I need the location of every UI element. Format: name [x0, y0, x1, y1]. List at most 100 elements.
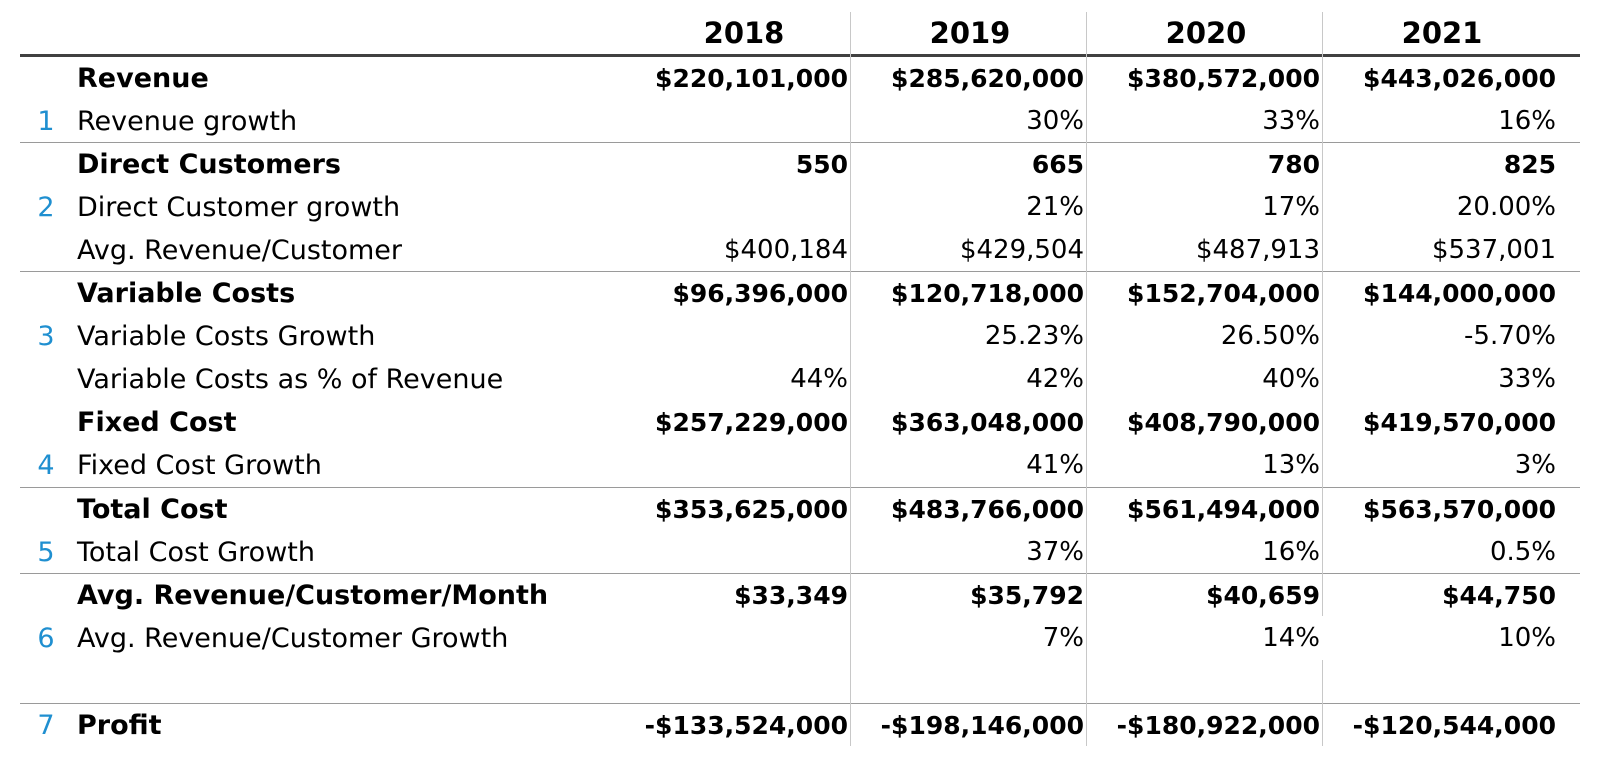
- table-row: Fixed Cost $257,229,000 $363,048,000 $408,7…: [0, 401, 1600, 444]
- table-row: 6 Avg. Revenue/Customer Growth 7% 14% 10%: [0, 617, 1600, 660]
- row-label: Avg. Revenue/Customer/Month: [77, 580, 549, 611]
- table-row: Avg. Revenue/Customer/Month $33,349 $35,79…: [0, 574, 1600, 617]
- table-row: Direct Customers 550 665 780 825: [0, 143, 1600, 186]
- row-label: Direct Customers: [77, 149, 342, 180]
- row-number: 6: [37, 623, 55, 654]
- value-cell-2020: $40,659: [1206, 581, 1320, 610]
- value-cell-2020: 33%: [1262, 106, 1320, 136]
- table-row: 3 Variable Costs Growth 25.23% 26.50% -5.70%: [0, 315, 1600, 358]
- row-divider: [20, 573, 1580, 574]
- value-cell-2020: $380,572,000: [1127, 64, 1320, 93]
- row-label: Direct Customer growth: [77, 192, 401, 223]
- value-cell-2018: 550: [795, 150, 848, 179]
- row-label: Variable Costs Growth: [77, 321, 376, 352]
- value-cell-2020: 40%: [1262, 364, 1320, 394]
- table-row: Variable Costs as % of Revenue 44% 42% 40% 3…: [0, 358, 1600, 401]
- value-cell-2018: $96,396,000: [672, 279, 848, 308]
- value-cell-2021: 33%: [1498, 364, 1556, 394]
- value-cell-2018: $257,229,000: [655, 408, 848, 437]
- row-label: Fixed Cost: [77, 407, 237, 438]
- year-header-2019: 2019: [929, 16, 1011, 50]
- row-divider: [20, 271, 1580, 272]
- value-cell-2021: 10%: [1498, 623, 1556, 653]
- row-divider: [20, 703, 1580, 704]
- value-cell-2021: 16%: [1498, 106, 1556, 136]
- row-label: Avg. Revenue/Customer: [77, 235, 403, 266]
- row-label: Avg. Revenue/Customer Growth: [77, 623, 509, 654]
- value-cell-2019: $35,792: [970, 581, 1084, 610]
- column-divider: [1322, 12, 1323, 616]
- row-label: Revenue growth: [77, 106, 298, 137]
- header-divider: [20, 54, 1580, 57]
- value-cell-2019: 665: [1031, 150, 1084, 179]
- value-cell-2021: $44,750: [1442, 581, 1556, 610]
- value-cell-2019: $120,718,000: [891, 279, 1084, 308]
- value-cell-2018: 44%: [790, 364, 848, 394]
- table-row: Revenue $220,101,000 $285,620,000 $380,572,…: [0, 57, 1600, 100]
- value-cell-2018: $353,625,000: [655, 495, 848, 524]
- value-cell-2021: 20.00%: [1456, 192, 1556, 222]
- value-cell-2021: $443,026,000: [1363, 64, 1556, 93]
- row-label: Total Cost: [77, 494, 228, 525]
- value-cell-2019: $285,620,000: [891, 64, 1084, 93]
- value-cell-2021: $144,000,000: [1363, 279, 1556, 308]
- row-label: Variable Costs as % of Revenue: [77, 364, 504, 395]
- table-row: 2 Direct Customer growth 21% 17% 20.00%: [0, 186, 1600, 229]
- row-label: Fixed Cost Growth: [77, 450, 322, 481]
- value-cell-2021: $419,570,000: [1363, 408, 1556, 437]
- row-label: Variable Costs: [77, 278, 296, 309]
- value-cell-2019: 25.23%: [984, 321, 1084, 351]
- value-cell-2020: 780: [1267, 150, 1320, 179]
- table-row: 4 Fixed Cost Growth 41% 13% 3%: [0, 444, 1600, 487]
- row-number: 1: [37, 106, 55, 137]
- value-cell-2021: 825: [1503, 150, 1556, 179]
- value-cell-2019: 7%: [1042, 623, 1084, 653]
- year-header-2021: 2021: [1401, 16, 1483, 50]
- row-number: 2: [37, 192, 55, 223]
- table-row: Total Cost $353,625,000 $483,766,000 $561,4…: [0, 488, 1600, 531]
- value-cell-2021: 0.5%: [1489, 537, 1556, 567]
- row-number: 5: [37, 537, 55, 568]
- column-divider: [1322, 660, 1323, 746]
- value-cell-2019: 21%: [1026, 192, 1084, 222]
- value-cell-2021: -$120,544,000: [1352, 711, 1556, 740]
- row-divider: [20, 487, 1580, 488]
- value-cell-2019: $483,766,000: [891, 495, 1084, 524]
- year-header-2018: 2018: [703, 16, 785, 50]
- value-cell-2021: $563,570,000: [1363, 495, 1556, 524]
- value-cell-2019: -$198,146,000: [880, 711, 1084, 740]
- value-cell-2019: 42%: [1026, 364, 1084, 394]
- value-cell-2020: 17%: [1262, 192, 1320, 222]
- value-cell-2020: $408,790,000: [1127, 408, 1320, 437]
- value-cell-2020: 13%: [1262, 450, 1320, 480]
- value-cell-2020: $487,913: [1195, 235, 1320, 265]
- value-cell-2020: 14%: [1262, 623, 1320, 653]
- value-cell-2019: $429,504: [959, 235, 1084, 265]
- value-cell-2018: $33,349: [734, 581, 848, 610]
- year-header-2020: 2020: [1165, 16, 1247, 50]
- value-cell-2019: $363,048,000: [891, 408, 1084, 437]
- value-cell-2021: $537,001: [1431, 235, 1556, 265]
- row-number: 4: [37, 450, 55, 481]
- value-cell-2020: -$180,922,000: [1116, 711, 1320, 740]
- value-cell-2020: 16%: [1262, 537, 1320, 567]
- value-cell-2020: $561,494,000: [1127, 495, 1320, 524]
- value-cell-2021: -5.70%: [1464, 321, 1556, 351]
- value-cell-2020: 26.50%: [1220, 321, 1320, 351]
- table-row: Avg. Revenue/Customer $400,184 $429,504 $48…: [0, 229, 1600, 272]
- table-row: 1 Revenue growth 30% 33% 16%: [0, 100, 1600, 143]
- column-divider: [1086, 12, 1087, 746]
- row-divider: [20, 142, 1580, 143]
- column-divider: [850, 12, 851, 746]
- value-cell-2018: -$133,524,000: [644, 711, 848, 740]
- value-cell-2018: $400,184: [723, 235, 848, 265]
- table-row: 7 Profit -$133,524,000 -$198,146,000 -$180,9…: [0, 704, 1600, 747]
- table-row: [0, 660, 1600, 703]
- table-row: 5 Total Cost Growth 37% 16% 0.5%: [0, 531, 1600, 574]
- table-row: Variable Costs $96,396,000 $120,718,000 $15…: [0, 272, 1600, 315]
- value-cell-2020: $152,704,000: [1127, 279, 1320, 308]
- value-cell-2018: $220,101,000: [655, 64, 848, 93]
- row-number: 3: [37, 321, 55, 352]
- value-cell-2021: 3%: [1514, 450, 1556, 480]
